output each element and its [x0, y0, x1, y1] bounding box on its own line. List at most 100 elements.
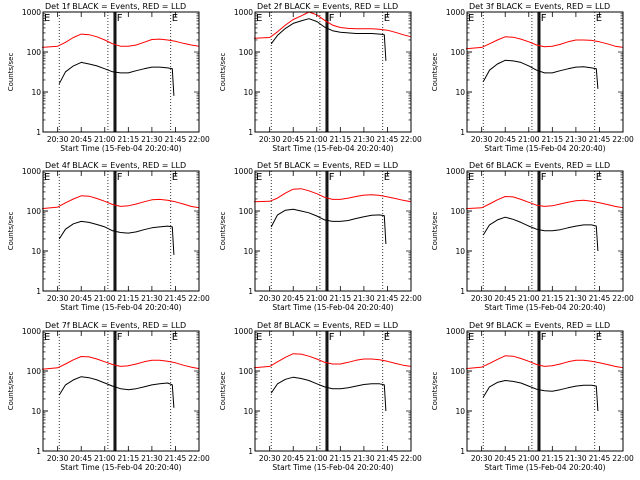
- x-tick-label: 22:00: [188, 294, 210, 303]
- x-tick-label: 20:45: [494, 135, 516, 144]
- y-tick-label: 100: [451, 207, 466, 216]
- events-series-line: [58, 376, 175, 408]
- x-axis-label: Start Time (15-Feb-04 20:20:40): [484, 303, 605, 312]
- x-tick-label: 22:00: [400, 294, 422, 303]
- event-marker-label: E: [172, 13, 178, 24]
- y-axis-label: Counts/sec: [431, 53, 439, 92]
- lld-series-line: [253, 188, 412, 203]
- x-tick-label: 21:00: [306, 294, 328, 303]
- x-tick-label: 21:15: [542, 454, 564, 463]
- panel-title: Det 7f BLACK = Events, RED = LLD: [45, 321, 186, 330]
- lld-series-line: [41, 356, 200, 370]
- x-tick-label: 20:45: [70, 294, 92, 303]
- event-marker-label: E: [384, 172, 390, 183]
- event-marker-label: E: [384, 13, 390, 24]
- y-tick-label: 1000: [234, 327, 253, 336]
- lld-series-line: [465, 196, 624, 210]
- event-marker-label: E: [596, 172, 602, 183]
- x-tick-label: 20:45: [494, 454, 516, 463]
- panel-title: Det 3f BLACK = Events, RED = LLD: [469, 2, 610, 11]
- y-tick-label: 10: [455, 88, 465, 97]
- x-tick-label: 21:30: [141, 454, 163, 463]
- x-tick-label: 21:00: [306, 454, 328, 463]
- events-series-line: [270, 208, 387, 245]
- lld-series-line: [465, 355, 624, 370]
- x-tick-label: 22:00: [400, 135, 422, 144]
- x-tick-label: 20:30: [47, 454, 69, 463]
- event-marker-label: E: [172, 332, 178, 343]
- y-tick-label: 1: [248, 287, 253, 296]
- y-axis-label: Counts/sec: [7, 53, 15, 92]
- y-tick-label: 1000: [22, 8, 41, 17]
- lld-series-line: [253, 353, 412, 369]
- plot-frame: [42, 11, 200, 133]
- plot-frame: [254, 170, 412, 292]
- y-tick-label: 10: [455, 247, 465, 256]
- x-tick-label: 20:45: [70, 454, 92, 463]
- y-tick-label: 100: [239, 48, 254, 57]
- panel-title: Det 1f BLACK = Events, RED = LLD: [45, 2, 186, 11]
- event-marker-label: F: [117, 172, 123, 183]
- panel-det-3: Det 3f BLACK = Events, RED = LLD Counts/s…: [431, 2, 634, 153]
- x-tick-label: 21:45: [589, 135, 611, 144]
- events-series-line: [270, 18, 387, 61]
- event-marker-label: E: [468, 172, 474, 183]
- x-tick-label: 20:30: [259, 454, 281, 463]
- events-series-line: [270, 376, 387, 412]
- x-tick-label: 21:15: [542, 135, 564, 144]
- x-tick-label: 21:00: [306, 135, 328, 144]
- y-tick-label: 1: [248, 128, 253, 137]
- x-tick-label: 21:30: [141, 294, 163, 303]
- event-marker-label: F: [329, 172, 335, 183]
- x-tick-label: 20:45: [282, 454, 304, 463]
- events-series-line: [482, 380, 599, 412]
- event-marker-label: E: [172, 172, 178, 183]
- y-tick-label: 100: [27, 367, 42, 376]
- panel-det-5: Det 5f BLACK = Events, RED = LLD Counts/s…: [219, 161, 422, 312]
- x-tick-label: 21:15: [118, 135, 140, 144]
- event-marker-label: F: [117, 332, 123, 343]
- x-tick-label: 20:45: [494, 294, 516, 303]
- y-tick-label: 1: [36, 128, 41, 137]
- x-axis-label: Start Time (15-Feb-04 20:20:40): [484, 463, 605, 472]
- y-tick-label: 1: [460, 447, 465, 456]
- x-tick-label: 21:45: [377, 454, 399, 463]
- y-tick-label: 10: [243, 247, 253, 256]
- y-tick-label: 100: [239, 367, 254, 376]
- x-tick-label: 21:15: [118, 454, 140, 463]
- x-tick-label: 22:00: [400, 454, 422, 463]
- lld-series-line: [41, 195, 200, 210]
- plot-frame: [42, 170, 200, 292]
- x-tick-label: 22:00: [612, 454, 634, 463]
- y-axis-label: Counts/sec: [219, 53, 227, 92]
- events-series-line: [58, 61, 175, 96]
- panel-title: Det 4f BLACK = Events, RED = LLD: [45, 161, 186, 170]
- plot-frame: [254, 330, 412, 452]
- x-tick-label: 21:15: [542, 294, 564, 303]
- y-tick-label: 1000: [234, 167, 253, 176]
- x-tick-label: 21:00: [518, 135, 540, 144]
- x-tick-label: 20:30: [47, 294, 69, 303]
- x-tick-label: 22:00: [612, 294, 634, 303]
- y-tick-label: 1000: [234, 8, 253, 17]
- y-tick-label: 1: [460, 128, 465, 137]
- plot-frame: [466, 170, 624, 292]
- plot-frame: [466, 11, 624, 133]
- x-tick-label: 21:45: [377, 135, 399, 144]
- x-tick-label: 21:30: [353, 454, 375, 463]
- x-tick-label: 21:00: [94, 135, 116, 144]
- y-tick-label: 10: [243, 88, 253, 97]
- y-tick-label: 10: [31, 247, 41, 256]
- y-tick-label: 1: [36, 447, 41, 456]
- y-tick-label: 1: [248, 447, 253, 456]
- panel-det-1: Det 1f BLACK = Events, RED = LLD Counts/s…: [7, 2, 210, 153]
- y-tick-label: 10: [31, 407, 41, 416]
- x-tick-label: 22:00: [188, 454, 210, 463]
- y-tick-label: 1000: [446, 8, 465, 17]
- x-axis-label: Start Time (15-Feb-04 20:20:40): [272, 463, 393, 472]
- x-tick-label: 21:00: [94, 454, 116, 463]
- x-tick-label: 21:45: [589, 454, 611, 463]
- y-tick-label: 1000: [22, 167, 41, 176]
- y-axis-label: Counts/sec: [7, 212, 15, 251]
